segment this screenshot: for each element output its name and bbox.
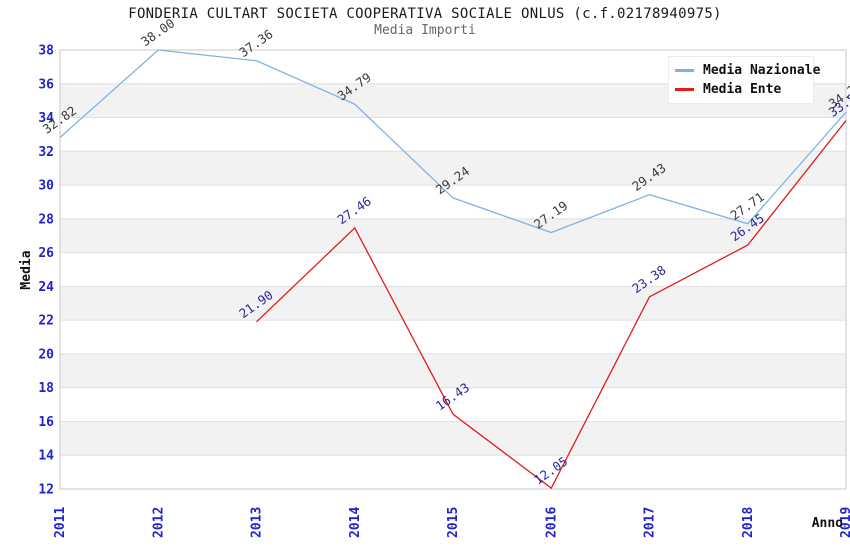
plot-band xyxy=(60,286,846,321)
x-tick-label: 2014 xyxy=(348,507,363,538)
media-nazionale-line-swatch xyxy=(675,69,694,72)
point-value-label: 12.05 xyxy=(531,454,570,488)
x-tick-label: 2011 xyxy=(53,507,68,538)
y-tick-label: 34 xyxy=(38,111,54,126)
chart-subtitle: Media Importi xyxy=(374,23,476,38)
plot-border xyxy=(59,49,847,490)
x-tick-label: 2013 xyxy=(250,507,265,538)
chart-title: FONDERIA CULTART SOCIETA COOPERATIVA SOC… xyxy=(128,6,722,22)
x-tick-label: 2016 xyxy=(544,507,559,538)
plot-band xyxy=(60,353,846,388)
y-axis-title: Media xyxy=(19,250,34,289)
legend-label: Media Nazionale xyxy=(703,63,821,78)
point-value-label: 38.00 xyxy=(138,15,177,49)
y-tick-label: 18 xyxy=(38,381,54,396)
legend: Media Nazionale Media Ente xyxy=(668,56,820,104)
x-tick-label: 2012 xyxy=(151,507,166,538)
x-tick-label: 2019 xyxy=(839,507,850,538)
y-tick-label: 38 xyxy=(38,44,54,59)
x-tick-label: 2015 xyxy=(446,507,461,538)
plot-band xyxy=(60,151,846,186)
x-tick-label: 2017 xyxy=(643,507,658,538)
y-tick-label: 22 xyxy=(38,314,54,329)
y-tick-label: 20 xyxy=(38,347,54,362)
y-tick-label: 24 xyxy=(38,280,54,295)
series-line-media-nazionale xyxy=(59,49,847,234)
legend-item-media-ente: Media Ente xyxy=(675,80,813,99)
y-tick-label: 30 xyxy=(38,179,54,194)
series-line-media-ente xyxy=(256,120,847,490)
plot-band xyxy=(60,218,846,253)
y-tick-label: 28 xyxy=(38,212,54,227)
legend-label: Media Ente xyxy=(703,82,782,97)
legend-item-media-nazionale: Media Nazionale xyxy=(675,61,820,80)
point-value-label: 37.36 xyxy=(236,26,275,60)
y-tick-label: 26 xyxy=(38,246,54,261)
x-tick-label: 2018 xyxy=(741,507,756,538)
y-tick-label: 14 xyxy=(38,449,54,464)
y-tick-label: 12 xyxy=(38,483,54,498)
y-tick-label: 36 xyxy=(38,77,54,92)
media-ente-line-swatch xyxy=(675,88,694,91)
x-axis-title: Anno xyxy=(812,516,843,531)
plot-band xyxy=(60,421,846,456)
point-value-label: 32.82 xyxy=(40,103,79,137)
y-tick-label: 16 xyxy=(38,415,54,430)
y-tick-label: 32 xyxy=(38,145,54,160)
